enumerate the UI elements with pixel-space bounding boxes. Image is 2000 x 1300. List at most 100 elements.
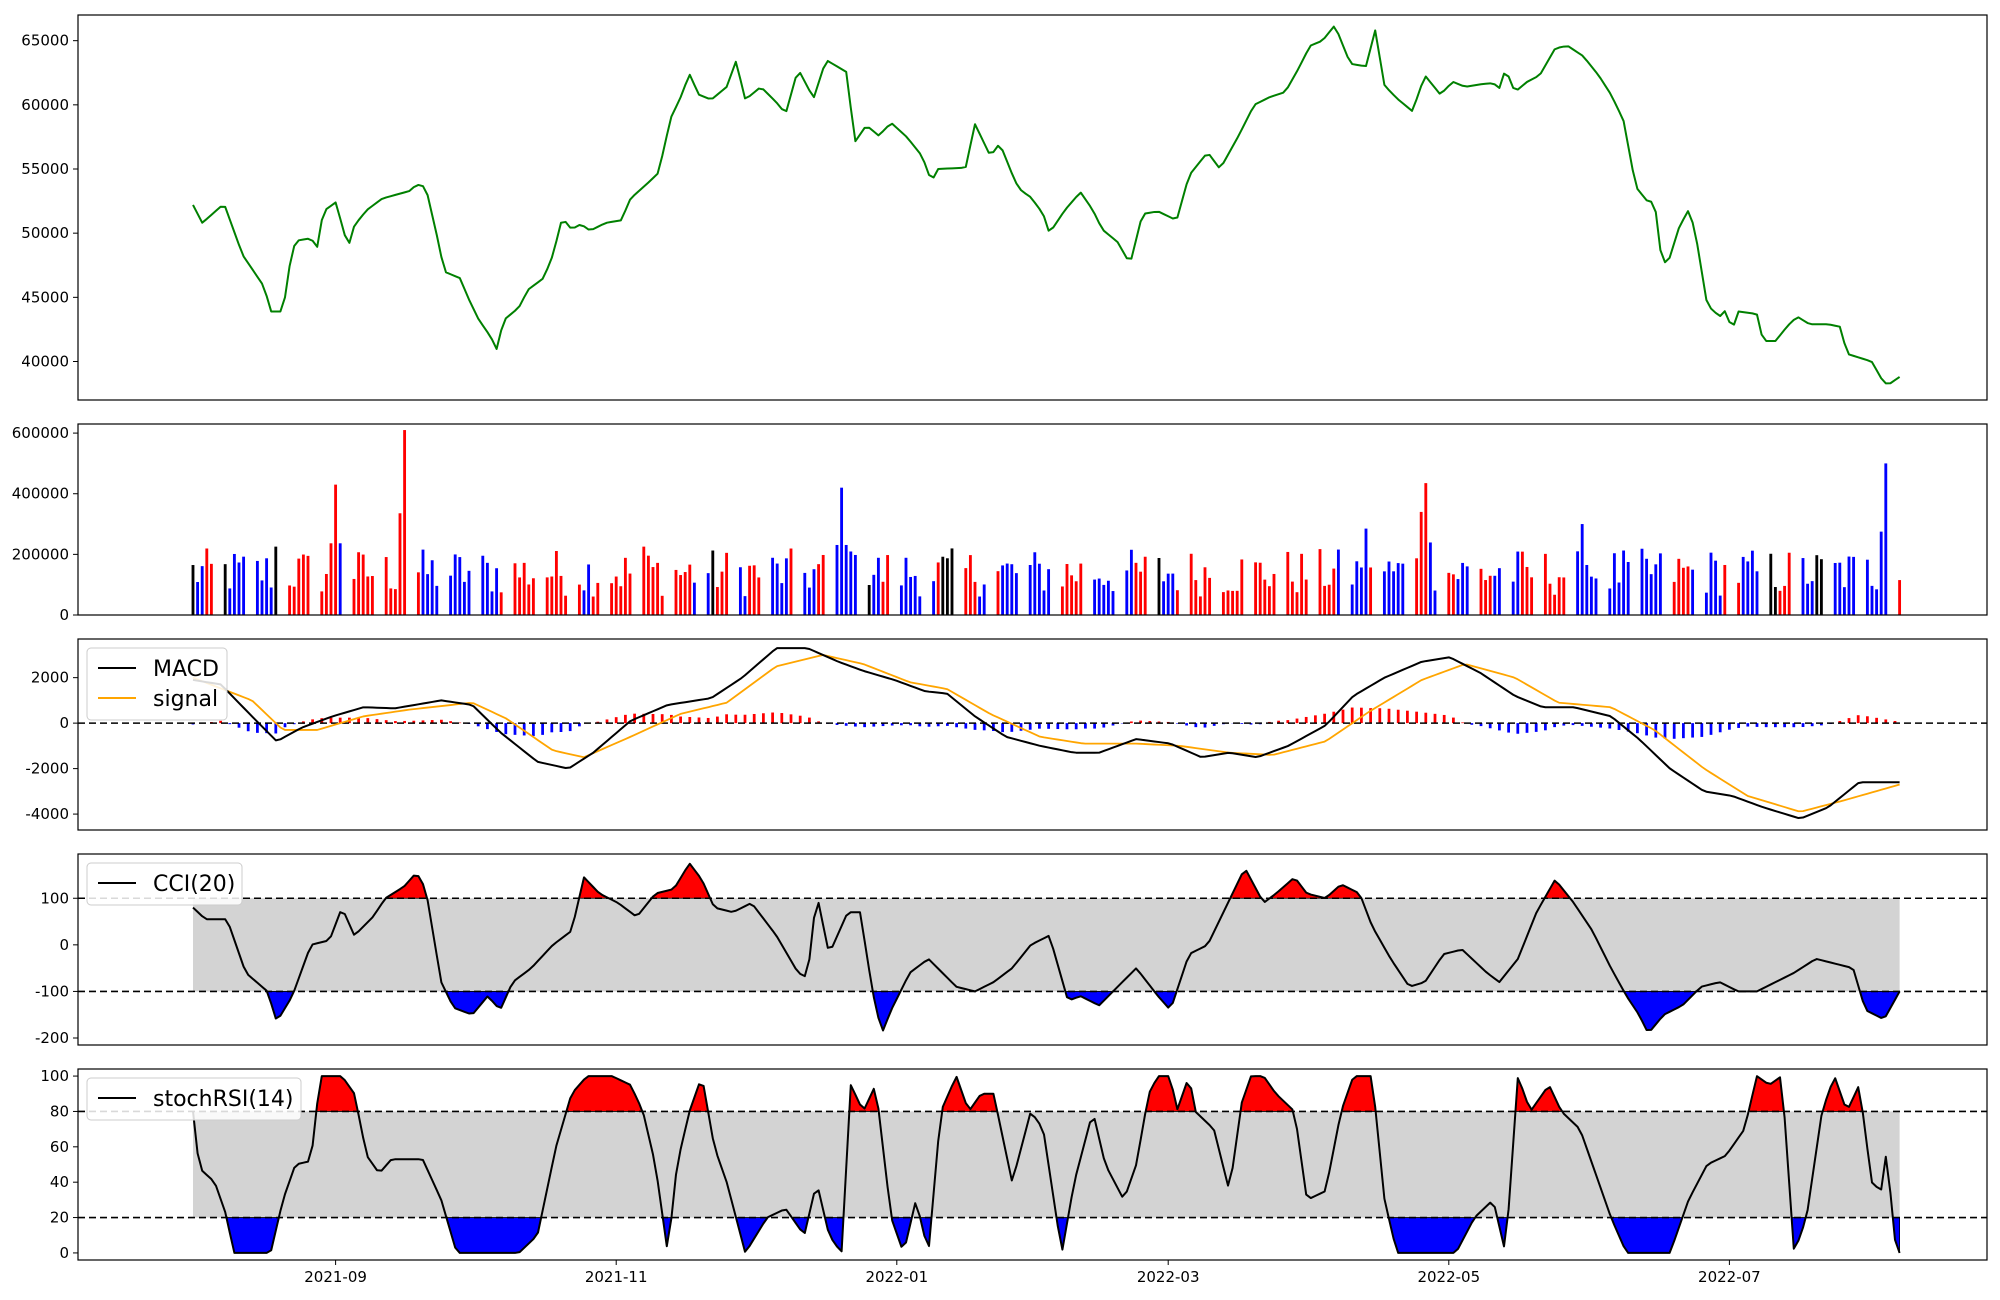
volume-bar: [909, 576, 913, 615]
volume-bar: [531, 578, 535, 615]
macd-histogram-bar: [743, 714, 747, 724]
volume-bar: [416, 572, 420, 615]
volume-bar: [545, 577, 549, 615]
volume-bar: [237, 562, 241, 615]
volume-bar: [1350, 584, 1354, 615]
macd-histogram-bar: [1580, 723, 1584, 726]
macd-histogram-bar: [1838, 721, 1842, 724]
macd-histogram-bar: [357, 717, 360, 724]
date-tick-label: 2021-09: [304, 1268, 367, 1286]
volume-bar: [1323, 585, 1327, 615]
volume-bar: [610, 583, 614, 615]
macd-histogram-bar: [1010, 723, 1014, 732]
volume-bar: [950, 548, 954, 615]
volume-bar: [370, 576, 374, 615]
volume-bar: [1810, 581, 1814, 615]
volume-bar: [1226, 590, 1230, 615]
volume-bar: [1626, 562, 1630, 615]
macd-histogram-bar: [651, 713, 655, 724]
volume-bar: [840, 487, 844, 615]
volume-ytick-label: 400000: [12, 485, 69, 503]
volume-bar: [1189, 553, 1193, 615]
volume-bar: [1419, 511, 1423, 615]
volume-bar: [269, 587, 273, 615]
macd-histogram-bar: [679, 716, 682, 724]
volume-bar: [1093, 579, 1097, 615]
macd-ytick-label: 0: [59, 714, 69, 732]
macd-histogram-bar: [835, 723, 839, 725]
volume-bar: [393, 589, 397, 615]
volume-bar: [1819, 559, 1823, 615]
macd-histogram-bar: [1847, 718, 1851, 724]
macd-histogram-bar: [578, 723, 581, 727]
macd-histogram-bar: [706, 717, 710, 724]
volume-bar: [403, 430, 407, 615]
volume-bar: [711, 550, 715, 615]
macd-histogram-bar: [1479, 723, 1483, 727]
volume-bar: [458, 557, 462, 615]
volume-bar: [1102, 584, 1106, 615]
volume-bar: [490, 591, 494, 615]
volume-bar: [1576, 551, 1580, 615]
volume-bar: [1171, 573, 1175, 615]
macd-histogram-bar: [716, 716, 719, 724]
macd-histogram-bar: [1728, 723, 1731, 730]
stochrsi-band: [193, 1111, 1900, 1218]
volume-bar: [205, 548, 209, 615]
volume-bar: [1580, 524, 1584, 615]
macd-histogram-bar: [246, 723, 250, 732]
volume-bar: [1221, 592, 1225, 615]
macd-histogram-bar: [1626, 723, 1630, 732]
volume-bar: [449, 575, 453, 615]
volume-bar: [591, 596, 595, 615]
macd-histogram-bar: [1047, 723, 1050, 729]
macd-histogram-bar: [1176, 723, 1179, 724]
macd-histogram-bar: [1470, 723, 1474, 725]
macd-histogram-bar: [1617, 723, 1621, 730]
macd-histogram-bar: [1093, 723, 1096, 729]
volume-bar: [817, 564, 821, 615]
macd-histogram-bar: [476, 723, 480, 727]
volume-bar: [1649, 574, 1653, 615]
volume-bar: [1838, 562, 1842, 615]
volume-bar: [329, 543, 333, 615]
volume-bar: [1401, 563, 1405, 615]
macd-histogram-bar: [440, 719, 443, 724]
volume-bar: [1557, 577, 1561, 615]
volume-bar: [1263, 579, 1267, 615]
macd-histogram-bar: [1406, 710, 1409, 724]
volume-bar: [1497, 568, 1501, 615]
volume-bar: [720, 571, 724, 615]
volume-bar: [559, 575, 563, 615]
volume-bar: [1042, 590, 1046, 615]
volume-bar: [1428, 542, 1432, 615]
volume-bar: [1787, 552, 1791, 615]
volume-bar: [1231, 590, 1235, 615]
macd-histogram-bar: [384, 720, 388, 724]
volume-bar: [453, 554, 457, 615]
volume-bar: [1479, 568, 1483, 615]
volume-bar: [1005, 563, 1009, 615]
volume-bar: [876, 557, 880, 615]
macd-histogram-bar: [900, 723, 903, 726]
volume-bar: [1608, 588, 1612, 615]
macd-histogram-bar: [872, 723, 876, 727]
volume-bar: [228, 588, 232, 615]
volume-bar: [780, 583, 784, 615]
macd-histogram-bar: [808, 717, 811, 724]
volume-bar: [1548, 583, 1552, 615]
volume-bar: [1332, 568, 1336, 615]
macd-legend-label: MACD: [153, 657, 219, 682]
macd-histogram-bar: [1378, 708, 1382, 724]
volume-bar: [803, 572, 807, 615]
stochrsi-line: [192, 1075, 1901, 1254]
price-ytick-label: 60000: [21, 96, 69, 114]
macd-histogram-bar: [375, 719, 379, 724]
volume-bar: [1691, 569, 1695, 615]
volume-bar: [1203, 567, 1207, 615]
volume-bar: [1134, 562, 1138, 615]
cci-legend: [86, 862, 243, 906]
volume-bar: [527, 584, 531, 615]
macd-histogram-bar: [1746, 723, 1750, 727]
volume-bar: [1562, 577, 1566, 615]
